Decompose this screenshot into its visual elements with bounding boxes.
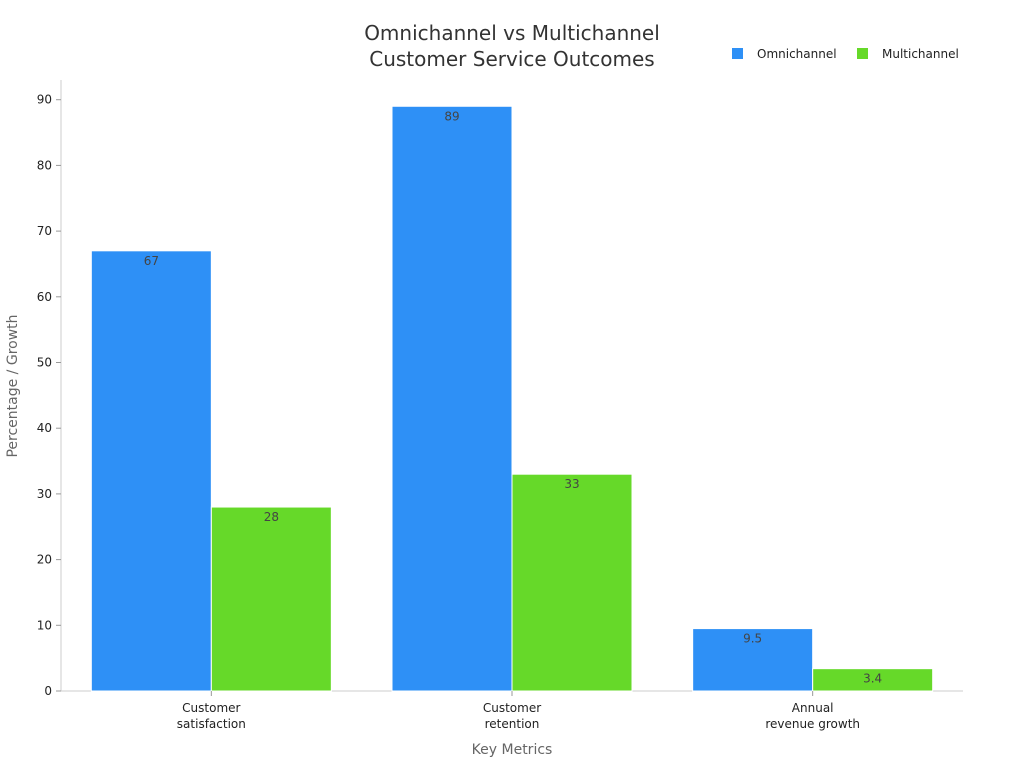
bar-multichannel: [511, 473, 633, 692]
bar-omnichannel: [692, 628, 814, 692]
bar-omnichannel: [391, 105, 513, 692]
plot-area: 0 10 20 30 40 50 60 70 80 90 67 28 Customer satisfact…: [37, 80, 963, 731]
y-tick-label: 0: [44, 684, 52, 698]
x-tick-label: revenue growth: [765, 717, 860, 731]
y-tick-label: 80: [37, 158, 52, 172]
data-label-omnichannel: 9.5: [743, 632, 762, 646]
x-axis-title: Key Metrics: [472, 742, 553, 758]
y-tick-label: 30: [37, 487, 52, 501]
y-tick-label: 10: [37, 618, 52, 632]
y-tick-label: 50: [37, 356, 52, 370]
y-tick-label: 90: [37, 93, 52, 107]
legend: Omnichannel Multichannel: [732, 47, 959, 61]
legend-swatch-multichannel: [857, 48, 868, 59]
y-tick-label: 60: [37, 290, 52, 304]
legend-label-omnichannel: Omnichannel: [757, 47, 837, 61]
chart-title-line-1: Omnichannel vs Multichannel: [364, 21, 660, 45]
data-label-omnichannel: 89: [444, 109, 459, 123]
x-tick-label: Customer: [182, 701, 240, 715]
bar-multichannel: [812, 668, 934, 692]
y-tick-label: 40: [37, 421, 52, 435]
bar-multichannel: [210, 506, 332, 692]
data-label-multichannel: 28: [264, 510, 279, 524]
chart-title-line-2: Customer Service Outcomes: [369, 47, 654, 71]
bar-omnichannel: [90, 250, 212, 692]
legend-label-multichannel: Multichannel: [882, 47, 959, 61]
x-tick-label: satisfaction: [177, 717, 246, 731]
legend-swatch-omnichannel: [732, 48, 743, 59]
x-tick-label: Customer: [483, 701, 541, 715]
x-tick-label: Annual: [792, 701, 834, 715]
data-label-multichannel: 3.4: [863, 672, 882, 686]
x-tick-label: retention: [485, 717, 540, 731]
data-label-omnichannel: 67: [144, 254, 159, 268]
data-label-multichannel: 33: [564, 477, 579, 491]
y-tick-label: 70: [37, 224, 52, 238]
y-tick-label: 20: [37, 553, 52, 567]
y-axis-title: Percentage / Growth: [5, 314, 21, 457]
